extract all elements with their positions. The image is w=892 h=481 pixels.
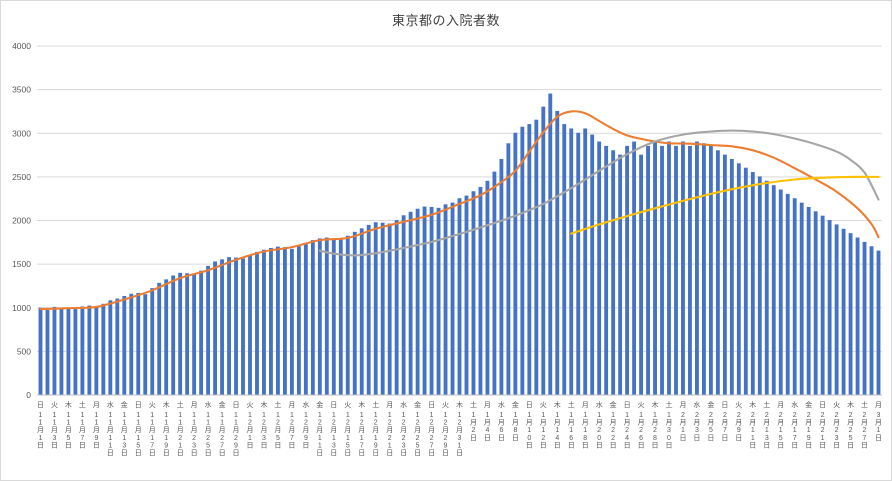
svg-text:3500: 3500 bbox=[12, 85, 31, 95]
svg-text:500: 500 bbox=[17, 346, 31, 356]
svg-text:0: 0 bbox=[26, 390, 31, 400]
svg-text:3000: 3000 bbox=[12, 128, 31, 138]
gray-trend-line bbox=[318, 129, 880, 257]
y-axis-labels: 0 500 1000 1500 2000 2500 3000 3500 4000 bbox=[12, 41, 31, 400]
bars-series bbox=[38, 93, 881, 396]
svg-text:1500: 1500 bbox=[12, 259, 31, 269]
svg-text:4000: 4000 bbox=[12, 41, 31, 51]
svg-text:2000: 2000 bbox=[12, 216, 31, 226]
svg-text:1000: 1000 bbox=[12, 303, 31, 313]
yellow-trend-line bbox=[570, 175, 880, 235]
x-axis-labels: 日 1 1 月 1 日火 1 1 月 3 日木 1 1 月 5 日土 1 1 月 7 日月 1 1 月 9 日水 1 1 月 1 1 日金 1 1… bbox=[37, 400, 882, 457]
orange-trend-line bbox=[39, 110, 880, 311]
svg-text:2500: 2500 bbox=[12, 172, 31, 182]
